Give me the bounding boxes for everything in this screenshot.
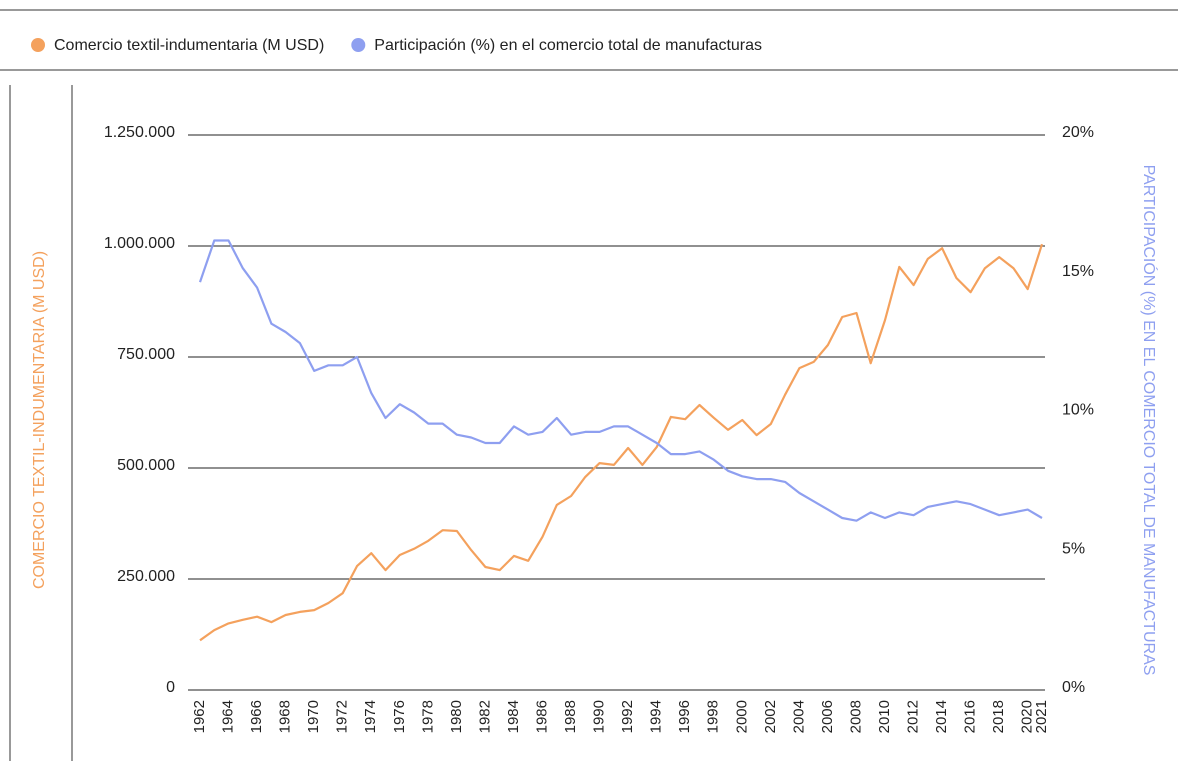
x-tick-label: 1966 [248, 700, 265, 733]
x-tick-label: 2020 [1019, 700, 1036, 733]
x-tick-label: 2018 [990, 700, 1007, 733]
x-tick-label: 2002 [762, 700, 779, 733]
y-tick-label: 500.000 [117, 457, 175, 474]
x-tick-label: 1968 [277, 700, 294, 733]
y-axis-title: COMERCIO TEXTIL-INDUMENTARIA (M USD) [31, 251, 48, 589]
y2-tick-label: 10% [1062, 402, 1094, 419]
x-tick-label: 2004 [790, 700, 807, 733]
x-tick-label: 1988 [562, 700, 579, 733]
x-tick-label: 1992 [619, 700, 636, 733]
y-tick-label: 0 [166, 679, 175, 696]
x-tick-label: 2021 [1033, 700, 1050, 733]
x-tick-label: 1978 [419, 700, 436, 733]
x-tick-label: 1982 [476, 700, 493, 733]
y2-tick-label: 20% [1062, 124, 1094, 141]
y-tick-label: 750.000 [117, 346, 175, 363]
x-tick-label: 1974 [362, 700, 379, 733]
x-tick-label: 1986 [533, 700, 550, 733]
x-tick-label: 2012 [905, 700, 922, 733]
y2-axis-title: PARTICIPACIÓN (%) EN EL COMERCIO TOTAL D… [1140, 165, 1159, 676]
y-tick-label: 250.000 [117, 568, 175, 585]
legend-marker [31, 38, 45, 52]
x-tick-label: 2008 [847, 700, 864, 733]
x-tick-label: 1990 [591, 700, 608, 733]
x-tick-label: 1964 [220, 700, 237, 733]
y-tick-label: 1.250.000 [104, 124, 175, 141]
legend-marker [351, 38, 366, 52]
series-line [199, 243, 1044, 642]
series-line [198, 239, 1043, 522]
x-tick-label: 2016 [962, 700, 979, 733]
y2-tick-label: 0% [1062, 679, 1085, 696]
x-tick-label: 1970 [305, 700, 322, 733]
x-tick-label: 1962 [191, 700, 208, 733]
y2-tick-label: 15% [1062, 263, 1094, 280]
legend-label: Comercio textil-indumentaria (M USD) [54, 37, 324, 54]
x-tick-label: 2006 [819, 700, 836, 733]
x-tick-label: 1976 [391, 700, 408, 733]
x-tick-label: 2010 [876, 700, 893, 733]
x-tick-label: 2000 [733, 700, 750, 733]
x-tick-label: 1996 [676, 700, 693, 733]
legend-label: Participación (%) en el comercio total d… [374, 37, 762, 54]
x-tick-label: 1980 [448, 700, 465, 733]
y2-tick-label: 5% [1062, 540, 1085, 557]
x-tick-label: 1972 [334, 700, 351, 733]
x-tick-label: 1994 [648, 700, 665, 733]
x-tick-label: 1998 [705, 700, 722, 733]
x-tick-label: 2014 [933, 700, 950, 733]
y-tick-label: 1.000.000 [104, 235, 175, 252]
x-tick-label: 1984 [505, 700, 522, 733]
